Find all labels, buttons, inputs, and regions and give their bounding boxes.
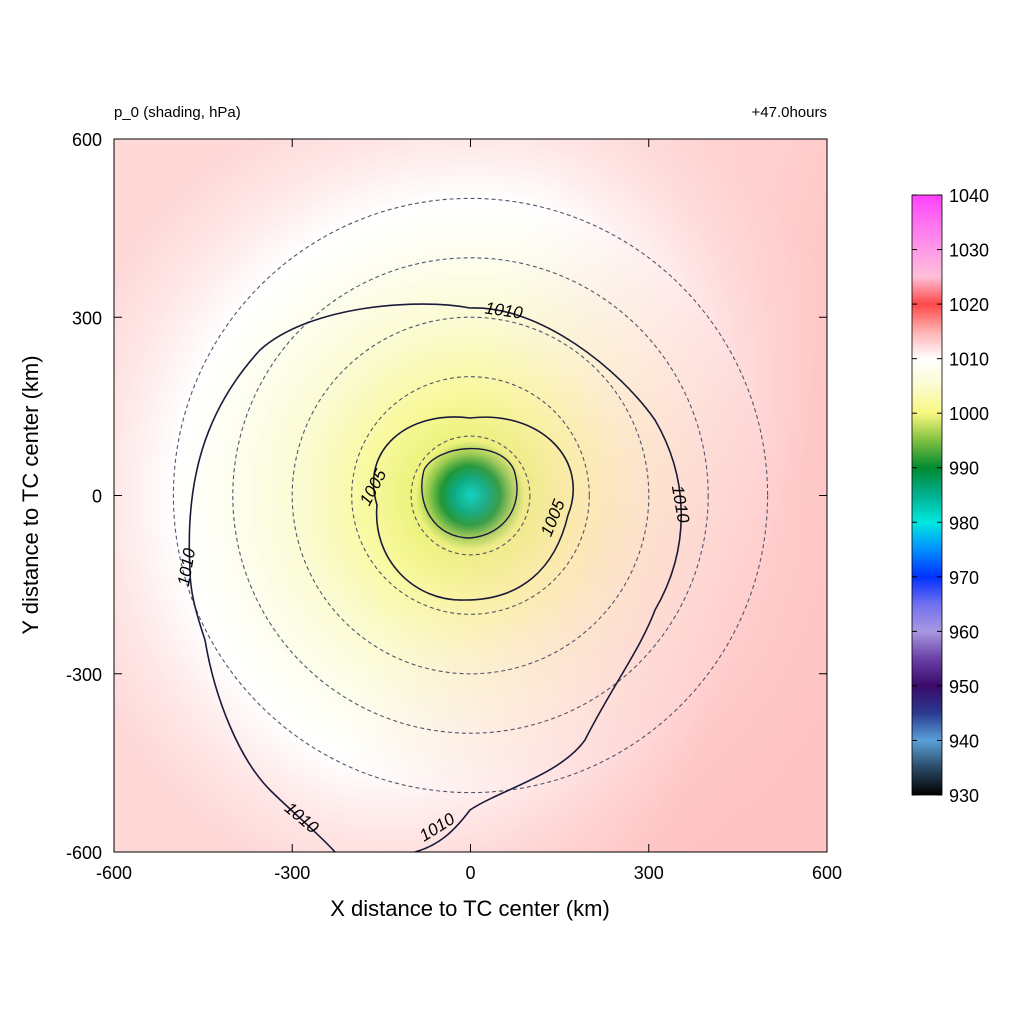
y-tick-label: 600: [72, 130, 102, 150]
chart-time-label: +47.0hours: [752, 104, 827, 121]
range-ring: [232, 257, 709, 734]
range-ring: [351, 376, 590, 615]
y-tick-label: 0: [92, 487, 102, 507]
colorbar-tick-label: 950: [949, 677, 979, 697]
colorbar-tick-label: 960: [949, 622, 979, 642]
colorbar-tick-label: 980: [949, 513, 979, 533]
colorbar-tick-label: 930: [949, 786, 979, 806]
colorbar-tick-label: 970: [949, 568, 979, 588]
colorbar-tick-label: 990: [949, 459, 979, 479]
colorbar-tick-label: 1030: [949, 241, 989, 261]
x-axis: -600 -300 0 300 600: [96, 139, 842, 883]
contour-995: [421, 447, 518, 539]
y-tick-label: 300: [72, 308, 102, 328]
range-ring: [291, 316, 650, 675]
x-tick-label: -300: [274, 863, 310, 883]
contour-1005: [372, 416, 574, 601]
range-rings: [172, 197, 769, 794]
x-tick-label: -600: [96, 863, 132, 883]
y-tick-label: -300: [66, 665, 102, 685]
colorbar-ticks: 930 940 950 960 970 980 990 1000 1010 1020 1030 104…: [912, 186, 989, 806]
colorbar-tick-label: 1020: [949, 295, 989, 315]
y-axis-label: Y distance to TC center (km): [18, 355, 43, 634]
colorbar-tick-label: 1010: [949, 350, 989, 370]
plot-area: 1010 1010 1010 1010 1010 1005 1005: [114, 139, 827, 852]
chart-title: p_0 (shading, hPa): [114, 104, 241, 121]
colorbar-tick-label: 940: [949, 731, 979, 751]
pressure-contours: [188, 303, 682, 852]
x-tick-label: 600: [812, 863, 842, 883]
pressure-gradient-tint: [114, 139, 827, 852]
x-axis-label: X distance to TC center (km): [330, 896, 610, 921]
x-tick-label: 300: [634, 863, 664, 883]
y-tick-label: -600: [66, 843, 102, 863]
x-tick-label: 0: [465, 863, 475, 883]
colorbar-fill: [911, 194, 943, 796]
range-ring: [410, 435, 531, 556]
range-ring: [172, 197, 769, 794]
colorbar: 930 940 950 960 970 980 990 1000 1010 1020 1030 104…: [911, 186, 989, 806]
colorbar-tick-label: 1040: [949, 186, 989, 206]
y-axis: -600 -300 0 300 600: [66, 130, 827, 863]
colorbar-tick-label: 1000: [949, 404, 989, 424]
contour-1010: [188, 303, 682, 852]
